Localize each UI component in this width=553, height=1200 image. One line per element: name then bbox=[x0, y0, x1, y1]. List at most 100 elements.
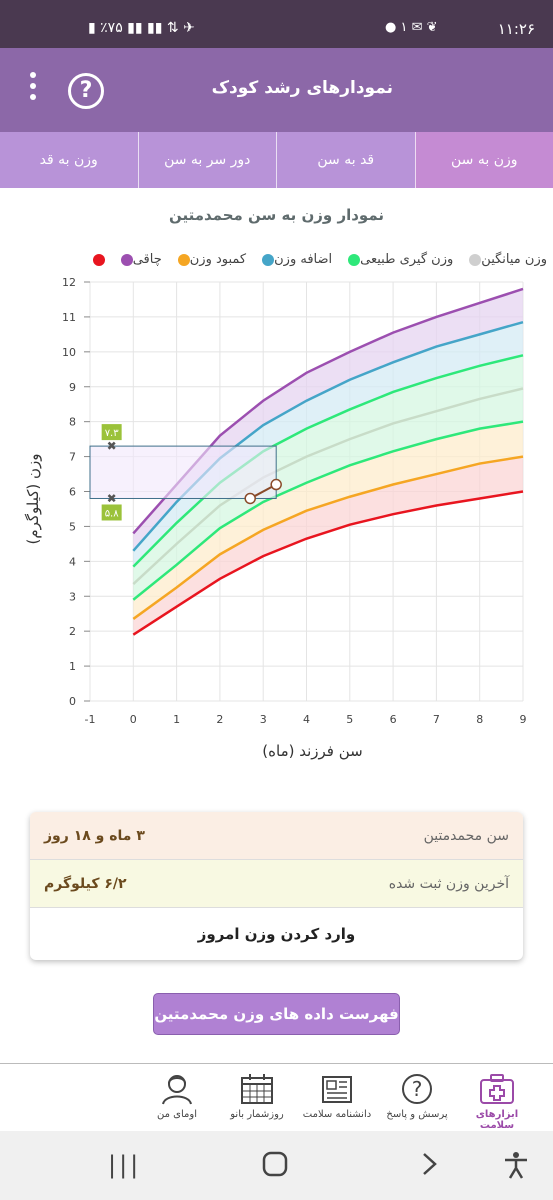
x-tick-label: 4 bbox=[303, 713, 310, 726]
chart-band bbox=[133, 288, 524, 551]
recent-apps-icon[interactable]: ||| bbox=[108, 1151, 142, 1179]
weight-list-button[interactable]: فهرست داده های وزن محمدمتین bbox=[153, 993, 400, 1035]
legend-dot bbox=[348, 253, 361, 266]
weight-value: ۶/۲ کیلوگرم bbox=[44, 875, 127, 892]
y-tick-label: 10 bbox=[62, 346, 76, 359]
x-tick-label: 9 bbox=[520, 713, 527, 726]
nav-health-tools[interactable]: ابزارهای سلامت bbox=[457, 1064, 537, 1131]
notification-count: ۱ bbox=[400, 20, 408, 35]
system-nav-bar: ||| bbox=[0, 1131, 553, 1200]
series-line bbox=[132, 490, 524, 636]
age-label: سن محمدمتین bbox=[423, 827, 509, 844]
series-line bbox=[132, 354, 524, 568]
x-tick-label: 5 bbox=[346, 713, 353, 726]
y-tick-label: 8 bbox=[69, 416, 76, 429]
app-bar: ? نمودارهای رشد کودک bbox=[0, 48, 553, 132]
user-weight-point bbox=[244, 492, 256, 505]
age-value: ۳ ماه و ۱۸ روز bbox=[44, 827, 145, 844]
legend-item: کمبود وزن bbox=[172, 252, 246, 267]
legend-dot bbox=[177, 253, 190, 266]
tab-head-age[interactable]: دور سر به سن bbox=[137, 132, 277, 188]
legend-dot bbox=[92, 253, 105, 266]
battery-indicator: ▮ ٪۷۵ ▮▮ ▮▮ ⇅ ✈ bbox=[88, 20, 195, 36]
y-axis-label: وزن (کیلوگرم) bbox=[24, 453, 42, 545]
range-marker: ✖ bbox=[107, 439, 117, 453]
legend-item bbox=[87, 252, 105, 267]
status-bar: ▮ ٪۷۵ ▮▮ ▮▮ ⇅ ✈ ● ۱ ✉ ❦ ۱۱:۲۶ bbox=[0, 0, 553, 48]
svg-text:?: ? bbox=[412, 1077, 423, 1101]
legend-item: وزن میانگین bbox=[463, 252, 547, 267]
range-label: ۵.۸ bbox=[105, 508, 120, 519]
x-tick-label: -1 bbox=[85, 713, 96, 726]
x-tick-label: 7 bbox=[433, 713, 440, 726]
legend-dot bbox=[469, 253, 482, 266]
range-marker: ✖ bbox=[107, 491, 117, 505]
chart-title: نمودار وزن به سن محمدمتین bbox=[168, 206, 385, 224]
calendar-icon bbox=[241, 1074, 273, 1104]
y-tick-label: 4 bbox=[69, 555, 76, 568]
overflow-menu-icon[interactable] bbox=[28, 72, 38, 108]
nav-label: اومای من bbox=[157, 1109, 197, 1120]
range-label-box bbox=[101, 504, 122, 521]
y-tick-label: 1 bbox=[69, 660, 76, 673]
tab-weight-age[interactable]: وزن به سن bbox=[414, 132, 553, 188]
help-button[interactable]: ? bbox=[68, 73, 104, 109]
nav-label: دانشنامه سلامت bbox=[302, 1109, 372, 1120]
nav-label: روزشمار بانو bbox=[230, 1109, 284, 1120]
bottom-nav: ابزارهای سلامت ? پرسش و پاسخ دانشنامه سل… bbox=[0, 1063, 553, 1131]
tab-height-age[interactable]: قد به سن bbox=[276, 132, 415, 188]
series-line bbox=[132, 387, 524, 585]
nav-encyclopedia[interactable]: دانشنامه سلامت bbox=[297, 1064, 377, 1131]
y-tick-label: 9 bbox=[69, 381, 76, 394]
legend-dot bbox=[120, 253, 133, 266]
nav-qa[interactable]: ? پرسش و پاسخ bbox=[377, 1064, 457, 1131]
x-tick-label: 1 bbox=[173, 713, 180, 726]
x-tick-label: 2 bbox=[216, 713, 223, 726]
enter-weight-button[interactable]: وارد کردن وزن امروز bbox=[197, 925, 356, 943]
info-card: سن محمدمتین ۳ ماه و ۱۸ روز آخرین وزن ثبت… bbox=[30, 812, 523, 960]
y-tick-label: 5 bbox=[69, 520, 76, 533]
chart-band bbox=[133, 355, 524, 585]
nav-calendar[interactable]: روزشمار بانو bbox=[217, 1064, 297, 1131]
y-tick-label: 6 bbox=[69, 486, 76, 499]
back-icon[interactable] bbox=[420, 1151, 440, 1184]
user-icon bbox=[162, 1075, 192, 1105]
y-tick-label: 3 bbox=[69, 590, 76, 603]
nav-my-profile[interactable]: اومای من bbox=[137, 1064, 217, 1131]
notification-icons: ● ۱ ✉ ❦ bbox=[385, 20, 438, 35]
nav-label: پرسش و پاسخ bbox=[386, 1109, 448, 1120]
legend-dot bbox=[262, 253, 275, 266]
chart-legend: چاقی کمبود وزن اضافه وزن وزن گیری طبیعی … bbox=[87, 252, 547, 267]
y-tick-label: 11 bbox=[62, 311, 76, 324]
y-tick-label: 0 bbox=[69, 695, 76, 708]
battery-level: ٪۷۵ bbox=[100, 20, 123, 36]
series-line bbox=[132, 420, 524, 601]
highlight-range bbox=[89, 445, 277, 499]
range-label: ۷.۳ bbox=[105, 428, 120, 439]
x-tick-label: 8 bbox=[476, 713, 483, 726]
series-line bbox=[132, 455, 524, 620]
legend-item: چاقی bbox=[115, 252, 162, 267]
x-tick-label: 3 bbox=[260, 713, 267, 726]
legend-item: اضافه وزن bbox=[256, 252, 332, 267]
y-tick-label: 12 bbox=[62, 276, 76, 289]
weight-label: آخرین وزن ثبت شده bbox=[388, 875, 509, 892]
x-axis-label: سن فرزند (ماه) bbox=[262, 742, 363, 760]
weight-row: آخرین وزن ثبت شده ۶/۲ کیلوگرم bbox=[30, 860, 523, 908]
chart-tabs: وزن به سن قد به سن دور سر به سن وزن به ق… bbox=[0, 132, 553, 188]
tab-weight-height[interactable]: وزن به قد bbox=[39, 152, 98, 168]
user-weight-point bbox=[270, 478, 282, 491]
range-label-box bbox=[101, 424, 122, 441]
legend-item: وزن گیری طبیعی bbox=[342, 252, 453, 267]
page-title: نمودارهای رشد کودک bbox=[211, 78, 393, 98]
news-icon bbox=[322, 1076, 352, 1103]
x-tick-label: 6 bbox=[390, 713, 397, 726]
status-time: ۱۱:۲۶ bbox=[497, 20, 535, 38]
age-row: سن محمدمتین ۳ ماه و ۱۸ روز bbox=[30, 812, 523, 860]
accessibility-icon[interactable] bbox=[503, 1151, 529, 1186]
y-tick-label: 2 bbox=[69, 625, 76, 638]
chart-band bbox=[133, 421, 524, 619]
home-icon[interactable] bbox=[262, 1151, 288, 1184]
y-tick-label: 7 bbox=[69, 451, 76, 464]
